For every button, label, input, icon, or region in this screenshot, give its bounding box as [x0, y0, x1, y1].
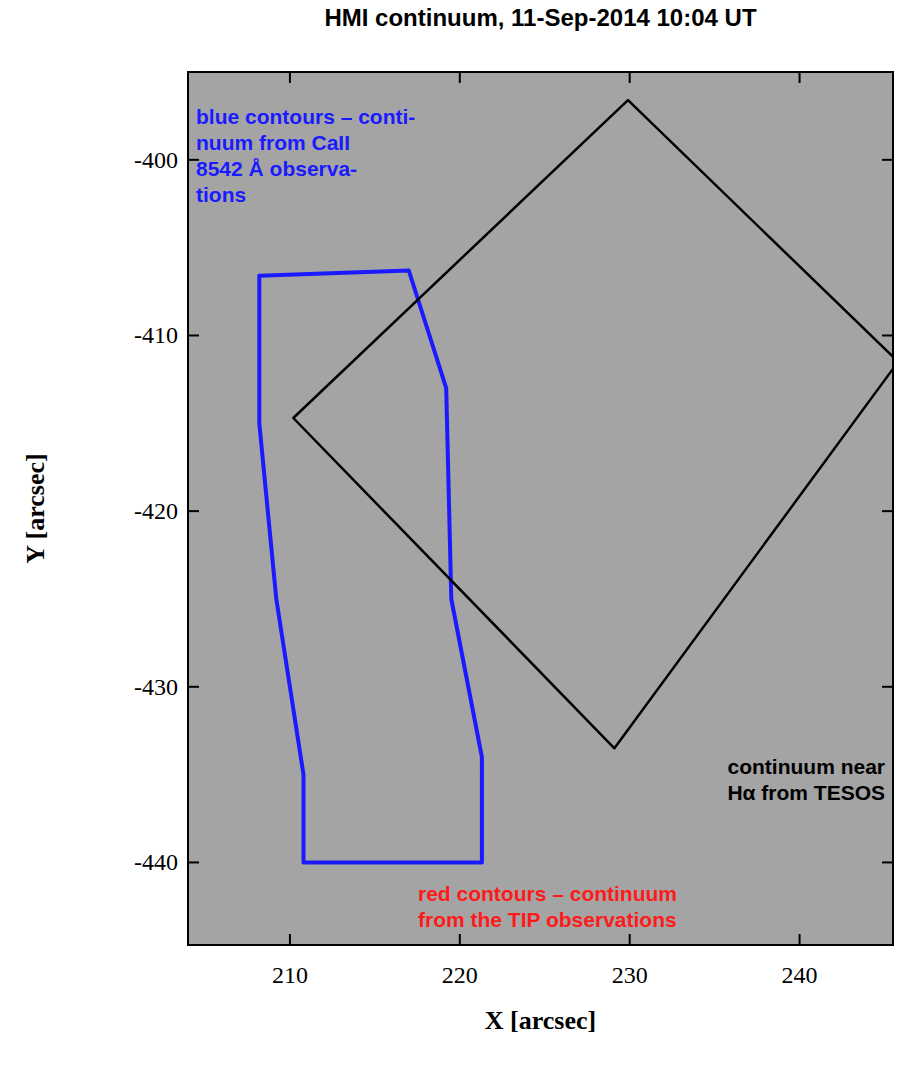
y-tick — [188, 686, 199, 688]
y-tick — [188, 334, 199, 336]
annotation: tions — [196, 183, 246, 206]
y-tick — [882, 686, 893, 688]
image-area — [188, 72, 893, 945]
x-tick — [629, 934, 631, 945]
annotation: blue contours – conti- — [196, 105, 415, 128]
x-tick — [799, 934, 801, 945]
x-tick-label: 210 — [272, 962, 308, 988]
annotation: nuum from CaII — [196, 131, 350, 154]
y-tick — [882, 510, 893, 512]
x-axis-title: X [arcsec] — [485, 1006, 596, 1035]
y-tick — [188, 510, 199, 512]
plot-frame — [188, 72, 893, 945]
x-tick — [289, 72, 291, 83]
field-of-view — [293, 100, 893, 748]
annotation: from the TIP observations — [418, 908, 677, 931]
page-background — [0, 0, 918, 1088]
figure: 210 220 230 240 -400 -410 -420 -430 -440 HMI cont… — [0, 0, 918, 1088]
x-tick — [459, 934, 461, 945]
x-tick-label: 220 — [442, 962, 478, 988]
x-tick — [799, 72, 801, 83]
y-tick-label: -420 — [134, 498, 178, 524]
x-tick — [289, 934, 291, 945]
title: HMI continuum, 11-Sep-2014 10:04 UT — [324, 4, 756, 31]
y-tick — [188, 861, 199, 863]
annotation: 8542 Å observa- — [196, 157, 357, 180]
x-tick — [629, 72, 631, 83]
y-tick — [882, 334, 893, 336]
y-tick-label: -440 — [134, 849, 178, 875]
regions — [259, 100, 893, 862]
y-tick-label: -400 — [134, 147, 178, 173]
annotation: Hα from TESOS — [727, 781, 885, 804]
x-tick — [459, 72, 461, 83]
x-tick-label: 230 — [612, 962, 648, 988]
x-tick-label: 240 — [782, 962, 818, 988]
y-tick — [882, 159, 893, 161]
y-tick — [882, 861, 893, 863]
y-tick-label: -430 — [134, 674, 178, 700]
annotation: red contours – continuum — [418, 882, 677, 905]
y-axis-title: Y [arcsec] — [21, 453, 50, 563]
annotation: continuum near — [727, 755, 885, 778]
y-tick-label: -410 — [134, 322, 178, 348]
field-of-view — [259, 271, 482, 863]
